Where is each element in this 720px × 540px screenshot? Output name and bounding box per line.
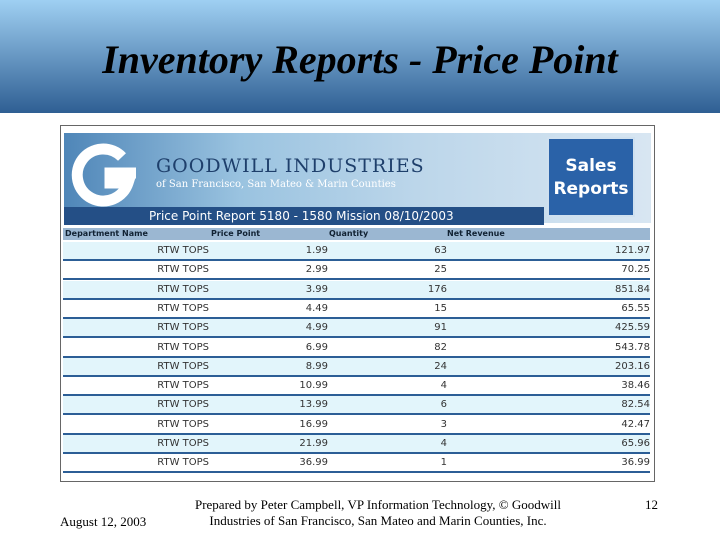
table-cell: 65.96 — [621, 438, 650, 449]
table-row: RTW TOPS 3.99 176 851.84 — [63, 280, 650, 300]
table-cell: 63 — [434, 245, 447, 256]
table-cell: 3 — [440, 418, 447, 430]
table-cell: RTW TOPS — [157, 302, 209, 314]
table-row: RTW TOPS 4.99 91 425.59 — [63, 319, 650, 339]
table-cell: RTW TOPS — [157, 418, 209, 430]
table-cell: 36.99 — [621, 457, 650, 469]
footer-credit: Prepared by Peter Campbell, VP Informati… — [194, 497, 562, 512]
table-cell: 24 — [434, 360, 447, 372]
badge: Sales Reports — [547, 137, 635, 217]
table-cell: 4 — [440, 380, 447, 392]
report-screenshot: GOODWILL INDUSTRIES of San Francisco, Sa… — [60, 125, 655, 482]
table-cell: RTW TOPS — [157, 438, 209, 449]
table-row: RTW TOPS 21.99 4 65.96 — [63, 435, 650, 454]
table-cell: 15 — [434, 302, 447, 314]
table-cell: 25 — [434, 264, 447, 276]
report-banner: GOODWILL INDUSTRIES of San Francisco, Sa… — [64, 133, 651, 225]
table-cell: 4.49 — [305, 302, 328, 314]
footer-credit: Industries of San Francisco, San Mateo a… — [209, 513, 547, 528]
table-cell: 70.25 — [621, 264, 650, 276]
table-cell: 38.46 — [621, 380, 650, 392]
table-cell: 42.47 — [621, 418, 650, 430]
table-cell: 82 — [434, 341, 447, 353]
table-row: RTW TOPS 1.99 63 121.97 — [63, 242, 650, 261]
report-title: Price Point Report 5180 - 1580 Mission 0… — [64, 207, 544, 225]
table-cell: 6 — [440, 399, 447, 411]
table-cell: 425.59 — [615, 322, 650, 334]
table-row: RTW TOPS 10.99 4 38.46 — [63, 377, 650, 397]
page-number: 12 — [645, 497, 658, 512]
table-cell: RTW TOPS — [157, 399, 209, 411]
table-cell: 543.78 — [615, 341, 650, 353]
table-cell: 8.99 — [305, 360, 328, 372]
table-cell: 21.99 — [299, 438, 328, 449]
footer-date: August 12, 2003 — [60, 514, 147, 529]
table-cell: RTW TOPS — [157, 457, 209, 469]
table-cell: 2.99 — [305, 264, 328, 276]
table-cell: 16.99 — [299, 418, 328, 430]
column-header: Quantity — [329, 229, 369, 238]
table-cell: RTW TOPS — [157, 322, 209, 334]
badge-text: Reports — [553, 179, 629, 199]
table-cell: 65.55 — [621, 302, 650, 314]
table-cell: RTW TOPS — [157, 360, 209, 372]
table-cell: 3.99 — [305, 283, 328, 295]
table-row: RTW TOPS 2.99 25 70.25 — [63, 261, 650, 281]
table-cell: 121.97 — [615, 245, 650, 256]
column-header: Department Name — [65, 229, 148, 238]
table-cell: 4.99 — [305, 322, 328, 334]
table-cell: RTW TOPS — [157, 283, 209, 295]
table-cell: 176 — [427, 283, 447, 295]
badge-text: Sales — [565, 156, 617, 176]
table-row: RTW TOPS 6.99 82 543.78 — [63, 338, 650, 358]
title-bar — [0, 0, 720, 113]
table-cell: RTW TOPS — [157, 264, 209, 276]
table-row: RTW TOPS 4.49 15 65.55 — [63, 299, 650, 319]
table-row: RTW TOPS 16.99 3 42.47 — [63, 415, 650, 435]
org-name: GOODWILL INDUSTRIES — [156, 155, 425, 177]
table-cell: RTW TOPS — [157, 380, 209, 392]
column-header: Net Revenue — [447, 229, 505, 238]
table-cell: RTW TOPS — [157, 245, 209, 256]
table-cell: 4 — [440, 438, 447, 449]
table-cell: 1.99 — [305, 245, 328, 256]
slide-title: Inventory Reports - Price Point — [102, 37, 618, 82]
table-cell: 851.84 — [615, 283, 650, 295]
table-cell: 91 — [434, 322, 447, 334]
table-row: RTW TOPS 36.99 1 36.99 — [63, 454, 650, 474]
table-cell: 10.99 — [299, 380, 328, 392]
table-row: RTW TOPS 8.99 24 203.16 — [63, 357, 650, 377]
org-subtitle: of San Francisco, San Mateo & Marin Coun… — [156, 179, 396, 190]
logo — [71, 143, 136, 207]
table-header: Department Name Price Point Quantity Net Re… — [63, 228, 650, 240]
table-cell: 13.99 — [299, 399, 328, 411]
table-cell: 6.99 — [305, 341, 328, 353]
table-cell: 82.54 — [621, 399, 650, 411]
table-row: RTW TOPS 13.99 6 82.54 — [63, 396, 650, 416]
table-cell: 203.16 — [615, 360, 650, 372]
table-cell: 36.99 — [299, 457, 328, 469]
table-cell: RTW TOPS — [157, 341, 209, 353]
table-cell: 1 — [440, 457, 447, 469]
column-header: Price Point — [211, 229, 261, 238]
